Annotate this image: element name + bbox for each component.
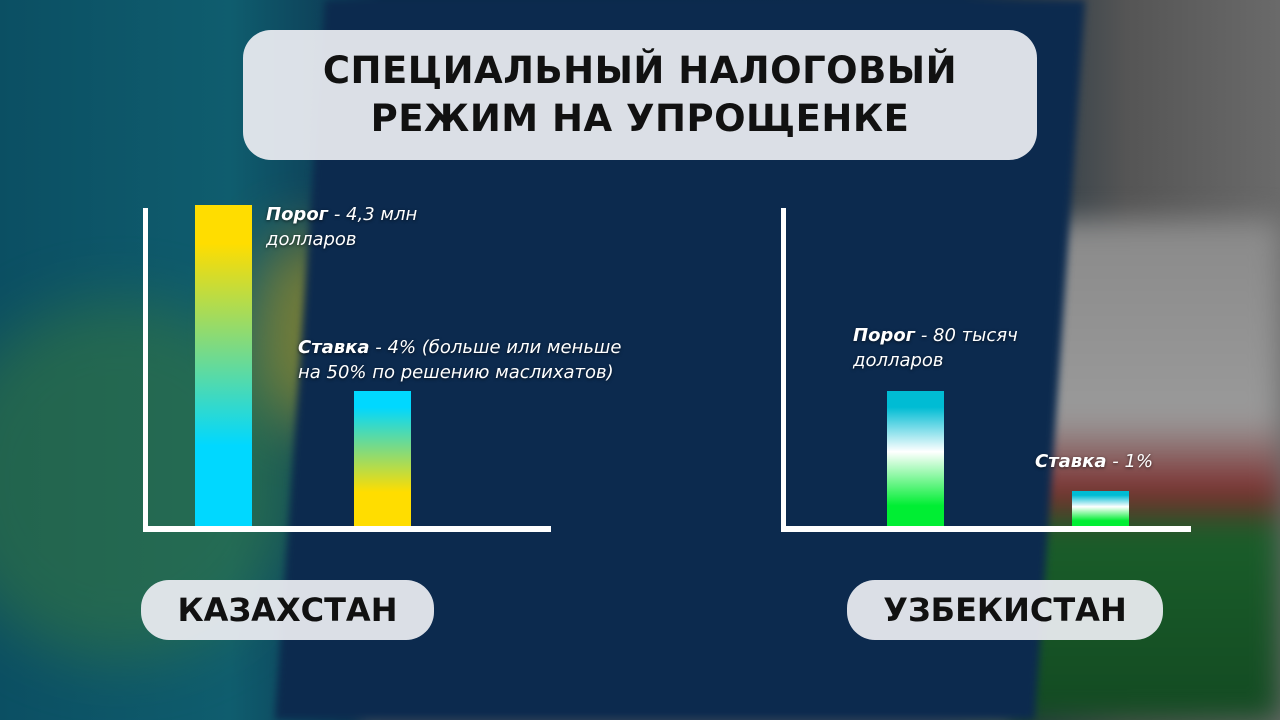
title-line-1: СПЕЦИАЛЬНЫЙ НАЛОГОВЫЙ [322, 49, 958, 92]
kz-x-axis [143, 526, 551, 532]
kz-label-rate: Ставка - 4% (больше или меньше на 50% по … [298, 337, 622, 383]
kz-y-axis [143, 208, 148, 532]
uz-label-rate: Ставка - 1% [1035, 451, 1154, 472]
title-box: СПЕЦИАЛЬНЫЙ НАЛОГОВЫЙ РЕЖИМ НА УПРОЩЕНКЕ [243, 30, 1037, 160]
uz-bar-threshold [887, 391, 944, 526]
uz-bar-rate [1072, 491, 1129, 526]
uz-y-axis [781, 208, 786, 532]
kz-label-threshold: Порог - 4,3 млн долларов [266, 204, 418, 250]
kz-bar-rate [354, 391, 411, 526]
country-label-uzbekistan: УЗБЕКИСТАН [847, 580, 1163, 640]
title-line-2: РЕЖИМ НА УПРОЩЕНКЕ [370, 97, 910, 140]
uz-x-axis [781, 526, 1191, 532]
kz-bar-threshold [195, 205, 252, 526]
uz-label-threshold: Порог - 80 тысяч долларов [853, 325, 1018, 371]
country-label-kazakhstan: КАЗАХСТАН [141, 580, 434, 640]
